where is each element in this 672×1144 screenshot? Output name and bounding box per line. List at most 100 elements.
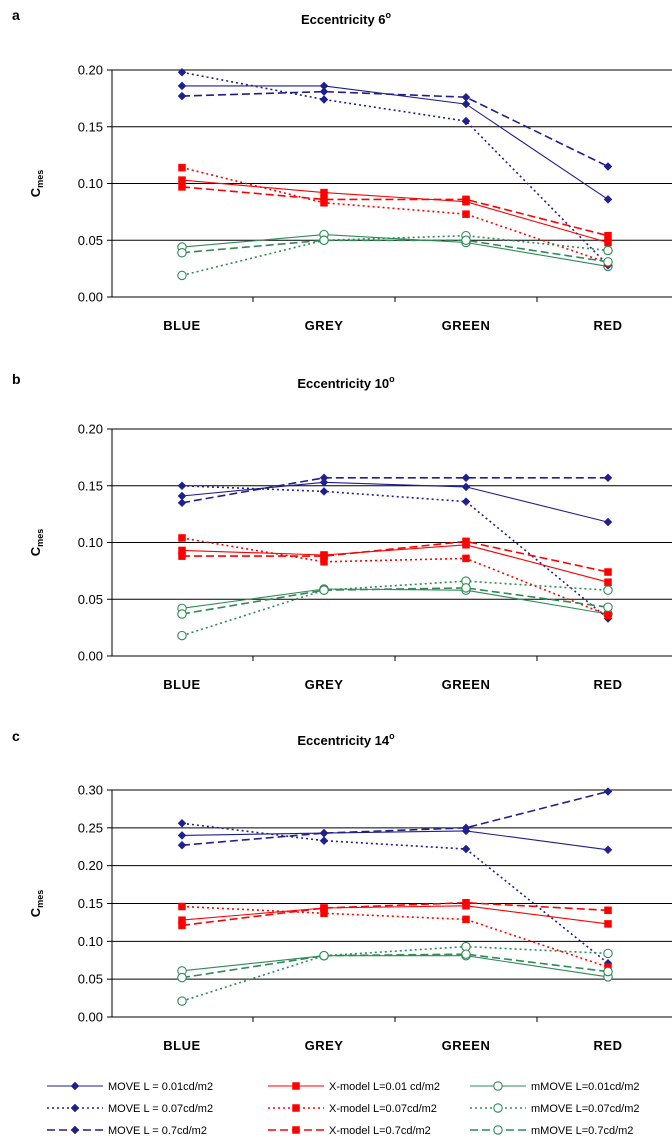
legend-entry: X-model L=0.7cd/m2 [268, 1125, 431, 1137]
x-tick-label: GREY [305, 1038, 344, 1053]
legend-marker [292, 1082, 300, 1090]
data-point [461, 92, 471, 102]
y-tick-label: 0.30 [78, 783, 103, 798]
data-point [178, 534, 186, 542]
data-point [604, 578, 612, 586]
data-point [603, 966, 613, 977]
legend-marker [70, 1081, 80, 1091]
x-tick-label: BLUE [163, 677, 200, 692]
panel-letter: b [12, 371, 21, 387]
data-point [178, 183, 186, 191]
chart-title-text: Eccentricity 6 [301, 12, 386, 27]
data-point [320, 188, 328, 197]
data-point [177, 91, 187, 101]
y-axis-label-subscript: mes [35, 890, 45, 908]
data-point [177, 831, 187, 840]
data-point [461, 235, 471, 246]
data-point [177, 840, 187, 850]
series-line [181, 179, 609, 244]
data-point [177, 247, 187, 258]
x-tick-label: GREY [305, 677, 344, 692]
data-point [319, 487, 329, 496]
data-point [177, 498, 187, 508]
data-point [604, 906, 612, 915]
series-8 [178, 183, 612, 240]
data-point [603, 195, 613, 204]
chart-title: Eccentricity 14o [297, 731, 395, 748]
series-9 [177, 235, 613, 267]
series-3 [177, 950, 613, 982]
data-point [177, 270, 187, 281]
x-tick-label: BLUE [163, 318, 200, 333]
series-7 [177, 787, 613, 850]
data-point [462, 554, 470, 563]
data-point [177, 67, 187, 77]
series-line [181, 476, 608, 504]
legend-label: MOVE L = 0.7cd/m2 [108, 1125, 207, 1137]
x-tick-label: GREEN [442, 677, 491, 692]
data-point [603, 585, 613, 595]
series-line [181, 166, 609, 264]
data-point [604, 611, 612, 619]
series-line [181, 830, 609, 851]
data-point [603, 257, 613, 267]
panel-letter: a [12, 7, 20, 23]
series-7 [177, 87, 613, 171]
series-line [181, 955, 609, 978]
x-tick-label: GREEN [442, 318, 491, 333]
legend-label: MOVE L = 0.01cd/m2 [108, 1081, 213, 1093]
data-point [461, 823, 471, 833]
data-point [319, 95, 329, 104]
series-line [181, 945, 609, 1002]
legend-entry: mMOVE L=0.7cd/m2 [470, 1125, 633, 1137]
data-point [603, 602, 613, 612]
series-line [181, 587, 609, 615]
panel-a: a Eccentricity 6o Cmes 0.00 0.05 0.10 0.15 0.20… [12, 7, 672, 333]
y-axis-label-subscript: mes [35, 529, 45, 547]
chart-title-text: Eccentricity 10 [297, 376, 389, 391]
data-point [604, 920, 612, 928]
series-line [182, 540, 609, 573]
series-line [181, 90, 609, 168]
x-tick-label: RED [594, 318, 623, 333]
legend-label: X-model L=0.07cd/m2 [329, 1103, 437, 1115]
y-axis-label: Cmes [28, 529, 45, 556]
data-point [177, 630, 187, 641]
data-point [603, 845, 613, 855]
y-axis-label-text: C [28, 907, 43, 917]
series-2 [178, 902, 612, 928]
series-8 [178, 898, 612, 930]
data-point [461, 99, 471, 109]
series-9 [177, 583, 613, 619]
legend-entry: mMOVE L=0.07cd/m2 [470, 1103, 640, 1115]
legend-marker [493, 1125, 503, 1135]
data-point [177, 818, 187, 828]
legend-label: mMOVE L=0.07cd/m2 [531, 1103, 640, 1115]
data-point [461, 844, 471, 854]
y-tick-label: 0.00 [78, 1010, 103, 1025]
data-point [462, 915, 470, 924]
y-tick-label: 0.20 [78, 858, 103, 873]
chart-title-superscript: o [389, 374, 395, 384]
legend-marker [493, 1103, 503, 1113]
y-tick-label: 0.10 [78, 535, 103, 550]
y-tick-label: 0.15 [78, 896, 103, 911]
data-point [603, 473, 613, 483]
y-tick-label: 0.15 [78, 478, 103, 493]
chart-title: Eccentricity 6o [301, 10, 392, 27]
series-6 [177, 576, 613, 641]
data-point [462, 898, 470, 907]
legend-marker [493, 1081, 503, 1091]
data-point [461, 497, 471, 506]
y-tick-label: 0.20 [78, 422, 103, 437]
y-tick-label: 0.05 [78, 592, 103, 607]
legend-marker [70, 1103, 80, 1113]
series-line [181, 905, 609, 968]
data-point [319, 473, 329, 483]
legend: MOVE L = 0.01cd/m2 X-model L=0.01 cd/m2 mM… [47, 1081, 640, 1137]
legend-entry: mMOVE L=0.01cd/m2 [470, 1081, 640, 1093]
series-line [181, 537, 609, 616]
series-7 [177, 473, 613, 508]
